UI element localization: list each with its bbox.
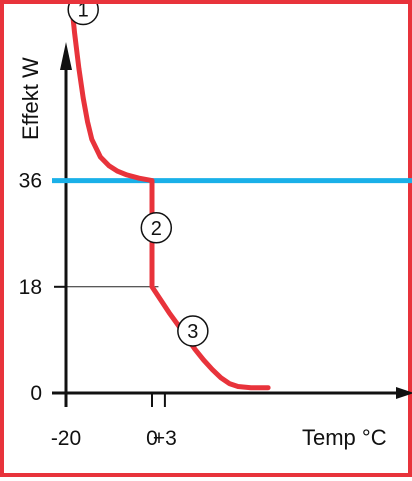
series-group (69, 4, 271, 391)
series-line-0 (69, 4, 271, 391)
x-tick-label-0: 0 (146, 427, 158, 450)
annotation-label-2: 2 (151, 218, 162, 240)
y-axis-arrowhead (60, 42, 72, 70)
y-tick-label-0: 0 (30, 382, 42, 405)
x-axis-arrowhead (396, 387, 412, 399)
x-tick-label-3: +3 (153, 427, 177, 450)
annotation-label-1: 1 (78, 4, 89, 22)
guide-lines (66, 286, 166, 407)
annotations: 1 2 3 (67, 4, 209, 347)
y-axis-label: Effekt W (18, 57, 43, 140)
annotation-label-3: 3 (187, 321, 198, 343)
annotation-circle-3 (177, 315, 209, 347)
annotation-circle-2 (140, 212, 173, 244)
y-tick-label-36: 36 (19, 170, 42, 193)
x-tick-label--20: -20 (51, 427, 81, 450)
x-axis-label: Temp °C (302, 425, 387, 450)
y-tick-label-18: 18 (19, 276, 42, 299)
axes (52, 42, 412, 407)
annotation-circle-1 (67, 4, 99, 26)
